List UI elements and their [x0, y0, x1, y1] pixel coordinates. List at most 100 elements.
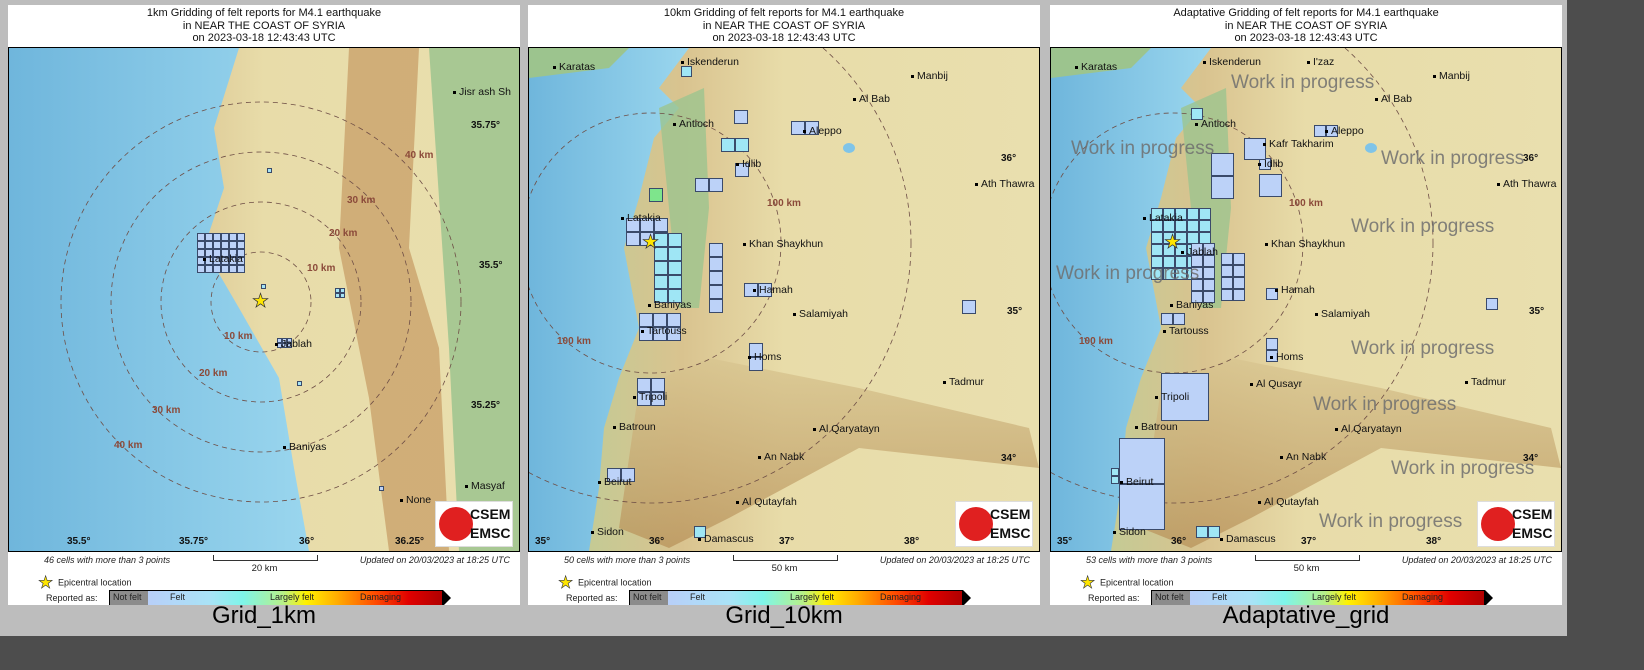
felt-grid-cell[interactable] [1191, 255, 1203, 267]
felt-grid-cell[interactable] [1161, 313, 1173, 325]
felt-grid-cell[interactable] [709, 299, 723, 313]
felt-grid-cell[interactable] [621, 468, 635, 482]
felt-report-map[interactable]: 100 km 100 km Karatas Iskenderun Manbij Al Ba… [528, 47, 1040, 552]
felt-grid-cell[interactable] [1233, 253, 1245, 265]
felt-grid-cell[interactable] [637, 378, 651, 392]
felt-grid-cell[interactable] [213, 241, 221, 249]
felt-grid-cell[interactable] [668, 261, 682, 275]
felt-grid-cell[interactable] [237, 257, 245, 265]
felt-grid-cell[interactable] [1187, 220, 1199, 232]
felt-grid-cell[interactable] [1244, 138, 1266, 160]
felt-grid-cell[interactable] [197, 265, 205, 273]
felt-grid-cell[interactable] [681, 66, 692, 77]
felt-grid-cell[interactable] [735, 138, 749, 152]
felt-grid-cell[interactable] [626, 232, 640, 246]
felt-grid-cell[interactable] [1163, 268, 1175, 280]
felt-grid-cell[interactable] [734, 110, 748, 124]
felt-grid-cell[interactable] [653, 313, 667, 327]
felt-grid-cell[interactable] [640, 218, 654, 232]
felt-grid-cell[interactable] [805, 121, 819, 135]
felt-grid-cell[interactable] [651, 378, 665, 392]
epicenter-star-icon[interactable]: ★ [252, 291, 270, 312]
felt-grid-cell[interactable] [1233, 289, 1245, 301]
felt-grid-cell[interactable] [1199, 208, 1211, 220]
felt-grid-cell[interactable] [229, 265, 237, 273]
felt-grid-cell[interactable] [1175, 256, 1187, 268]
felt-grid-cell[interactable] [1203, 267, 1215, 279]
felt-grid-cell[interactable] [1221, 253, 1233, 265]
felt-grid-cell[interactable] [213, 249, 221, 257]
felt-grid-cell[interactable] [1221, 277, 1233, 289]
felt-grid-cell[interactable] [1151, 208, 1163, 220]
felt-grid-cell[interactable] [709, 178, 723, 192]
felt-report-map[interactable]: 100 km 100 km Karatas Iskenderun I'zaz Manbij… [1050, 47, 1562, 552]
felt-grid-cell[interactable] [626, 218, 640, 232]
felt-grid-cell[interactable] [1211, 153, 1234, 176]
felt-grid-cell[interactable] [237, 265, 245, 273]
felt-grid-cell[interactable] [1187, 208, 1199, 220]
felt-grid-cell[interactable] [340, 288, 345, 293]
felt-grid-cell[interactable] [639, 313, 653, 327]
felt-grid-cell[interactable] [1211, 176, 1234, 199]
felt-grid-cell[interactable] [1151, 232, 1163, 244]
felt-grid-cell[interactable] [1203, 243, 1215, 255]
felt-grid-cell[interactable] [1266, 338, 1278, 350]
felt-grid-cell[interactable] [1151, 268, 1163, 280]
felt-grid-cell[interactable] [197, 241, 205, 249]
felt-grid-cell[interactable] [654, 218, 668, 232]
felt-grid-cell[interactable] [791, 121, 805, 135]
felt-grid-cell[interactable] [1191, 279, 1203, 291]
felt-grid-cell[interactable] [237, 249, 245, 257]
felt-grid-cell[interactable] [1203, 255, 1215, 267]
felt-grid-cell[interactable] [335, 293, 340, 298]
felt-grid-cell[interactable] [1119, 484, 1165, 530]
felt-grid-cell[interactable] [1151, 244, 1163, 256]
felt-grid-cell[interactable] [205, 249, 213, 257]
felt-grid-cell[interactable] [1196, 526, 1208, 538]
felt-grid-cell[interactable] [1175, 268, 1187, 280]
felt-grid-cell[interactable] [1173, 313, 1185, 325]
felt-grid-cell[interactable] [1191, 267, 1203, 279]
felt-grid-cell[interactable] [221, 241, 229, 249]
felt-grid-cell[interactable] [237, 233, 245, 241]
felt-grid-cell[interactable] [229, 241, 237, 249]
felt-grid-cell[interactable] [1221, 265, 1233, 277]
felt-grid-cell[interactable] [1203, 291, 1215, 303]
felt-grid-cell[interactable] [1151, 220, 1163, 232]
felt-grid-cell[interactable] [1163, 232, 1175, 244]
felt-grid-cell[interactable] [1203, 279, 1215, 291]
felt-report-map[interactable]: 10 km 20 km 30 km 40 km 10 km 20 km 30 km 40 km… [8, 47, 520, 552]
felt-grid-cell[interactable] [758, 283, 772, 297]
felt-grid-cell[interactable] [229, 257, 237, 265]
felt-grid-cell[interactable] [197, 233, 205, 241]
felt-grid-cell[interactable] [651, 392, 665, 406]
felt-grid-cell[interactable] [261, 284, 266, 289]
felt-grid-cell[interactable] [1111, 468, 1119, 476]
felt-grid-cell[interactable] [1163, 244, 1175, 256]
felt-grid-cell[interactable] [221, 257, 229, 265]
felt-grid-cell[interactable] [709, 243, 723, 257]
felt-grid-cell[interactable] [282, 338, 287, 343]
felt-grid-cell[interactable] [1191, 108, 1203, 120]
felt-grid-cell[interactable] [654, 289, 668, 303]
felt-grid-cell[interactable] [668, 233, 682, 247]
felt-grid-cell[interactable] [654, 261, 668, 275]
felt-grid-cell[interactable] [649, 188, 663, 202]
felt-grid-cell[interactable] [654, 233, 668, 247]
felt-grid-cell[interactable] [277, 338, 282, 343]
felt-grid-cell[interactable] [749, 357, 763, 371]
felt-grid-cell[interactable] [1486, 298, 1498, 310]
epicenter-star-icon[interactable]: ★ [642, 232, 660, 253]
felt-grid-cell[interactable] [695, 178, 709, 192]
felt-grid-cell[interactable] [668, 247, 682, 261]
felt-grid-cell[interactable] [205, 265, 213, 273]
felt-grid-cell[interactable] [654, 247, 668, 261]
felt-grid-cell[interactable] [1221, 289, 1233, 301]
felt-grid-cell[interactable] [229, 233, 237, 241]
felt-grid-cell[interactable] [205, 257, 213, 265]
felt-grid-cell[interactable] [1119, 438, 1165, 484]
felt-grid-cell[interactable] [1175, 208, 1187, 220]
felt-grid-cell[interactable] [744, 283, 758, 297]
felt-grid-cell[interactable] [1163, 220, 1175, 232]
felt-grid-cell[interactable] [709, 271, 723, 285]
